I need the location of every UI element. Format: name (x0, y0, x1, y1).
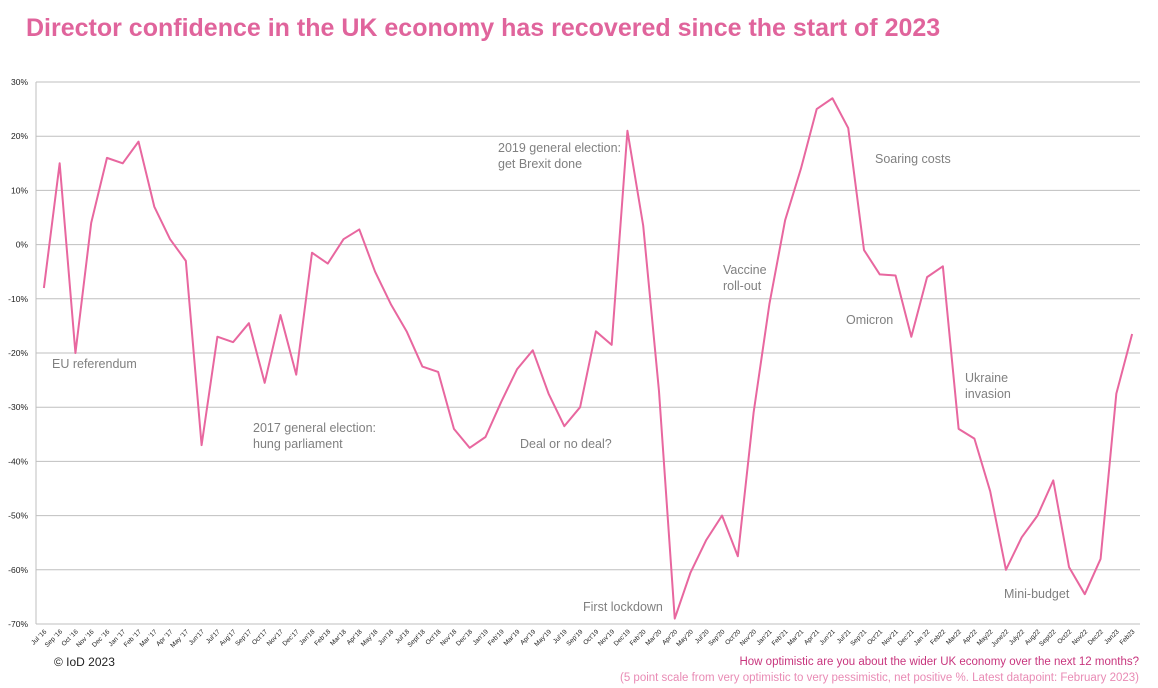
x-tick-label: Jan23 (1103, 628, 1121, 646)
x-tick-label: Jun'21 (819, 628, 838, 647)
x-tick-label: May'19 (533, 628, 553, 648)
x-tick-label: Nov22 (1071, 628, 1090, 647)
x-tick-label: Mar'19 (503, 628, 522, 647)
annotation: Deal or no deal? (520, 437, 612, 451)
x-tick-label: Feb22 (929, 628, 947, 646)
x-tick-label: Mar '17 (139, 628, 159, 648)
x-tick-label: Feb'21 (771, 628, 790, 647)
x-tick-label: Sep '16 (44, 628, 65, 649)
x-tick-label: Apr'21 (803, 628, 821, 646)
x-tick-label: Jan 22 (913, 628, 932, 647)
y-tick-label: -50% (8, 511, 28, 521)
annotation: Vaccine (723, 263, 767, 277)
data-line (42, 97, 1134, 620)
source: © IoD 2023 (54, 655, 115, 669)
x-tick-label: Dec'17 (282, 628, 301, 647)
x-tick-label: Jun'17 (188, 628, 207, 647)
x-tick-label: Dec22 (1087, 628, 1106, 647)
y-tick-label: -20% (8, 348, 28, 358)
x-tick-label: Mar'18 (329, 628, 348, 647)
chart-title: Director confidence in the UK economy ha… (26, 14, 940, 42)
y-tick-label: 0% (16, 240, 29, 250)
annotation: First lockdown (583, 600, 663, 614)
y-tick-label: 20% (11, 131, 28, 141)
x-tick-label: Feb23 (1119, 628, 1137, 646)
annotation: roll-out (723, 279, 762, 293)
x-tick-label: Sep'21 (849, 628, 868, 647)
x-tick-label: Nov'20 (739, 628, 758, 647)
y-tick-label: -10% (8, 294, 28, 304)
annotation: Soaring costs (875, 152, 951, 166)
annotation: 2017 general election: (253, 421, 376, 435)
x-tick-label: Sept22 (1038, 628, 1058, 648)
x-tick-label: July22 (1008, 628, 1027, 647)
x-tick-label: Jun'18 (377, 628, 396, 647)
x-tick-label: May'20 (675, 628, 695, 648)
x-tick-label: Dec'18 (455, 628, 474, 647)
annotation: Omicron (846, 313, 893, 327)
annotation: get Brexit done (498, 157, 582, 171)
x-tick-label: Sep'17 (234, 628, 253, 647)
annotation: EU referendum (52, 357, 137, 371)
annotation: invasion (965, 387, 1011, 401)
x-tick-label: Feb'19 (487, 628, 506, 647)
note: (5 point scale from very optimistic to v… (620, 672, 1139, 684)
x-tick-label: Sep'20 (707, 628, 726, 647)
x-tick-label: June22 (990, 628, 1010, 648)
x-tick-label: Dec'21 (897, 628, 916, 647)
x-tick-label: Sep'19 (565, 628, 584, 647)
y-tick-label: -60% (8, 565, 28, 575)
y-tick-label: 30% (11, 77, 28, 87)
y-tick-label: -40% (8, 456, 28, 466)
y-tick-label: -30% (8, 402, 28, 412)
annotation: hung parliament (253, 437, 343, 451)
x-tick-label: Dec '16 (91, 628, 112, 649)
annotation: Ukraine (965, 371, 1008, 385)
x-tick-label: Mar'20 (645, 628, 664, 647)
y-tick-label: 10% (11, 185, 28, 195)
x-tick-label: Mar22 (945, 628, 963, 646)
x-tick-label: May'18 (360, 628, 380, 648)
question: How optimistic are you about the wider U… (739, 656, 1139, 668)
annotation: Mini-budget (1004, 587, 1070, 601)
x-tick-label: Feb'18 (313, 628, 332, 647)
x-tick-label: Feb'20 (629, 628, 648, 647)
x-tick-label: May '17 (169, 628, 190, 649)
x-tick-label: Mar'21 (786, 628, 805, 647)
x-tick-label: Dec'19 (613, 628, 632, 647)
x-tick-label: Sept'18 (406, 628, 427, 649)
y-tick-label: -70% (8, 619, 28, 629)
annotation: 2019 general election: (498, 141, 621, 155)
